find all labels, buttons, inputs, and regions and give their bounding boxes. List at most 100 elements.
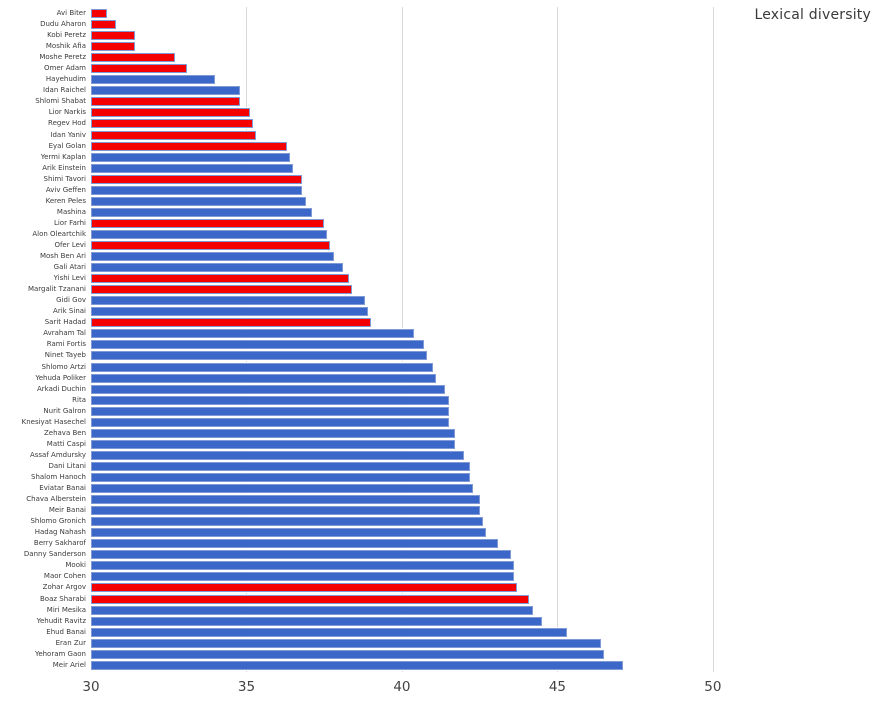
bar-track: [91, 85, 887, 96]
chart-row: Arik Einstein: [0, 163, 887, 174]
bar-track: [91, 317, 887, 328]
bar-track: [91, 494, 887, 505]
bar-lior-farhi: [91, 218, 325, 228]
bar-berry-sakharof: [91, 539, 499, 549]
bar-track: [91, 19, 887, 30]
chart-row: Eran Zur: [0, 638, 887, 649]
bar-track: [91, 472, 887, 483]
chart-row: Margalit Tzanani: [0, 284, 887, 295]
x-tick-40: 40: [393, 679, 411, 695]
chart-row: Shlomo Artzi: [0, 362, 887, 373]
y-axis-label-berry-sakharof: Berry Sakharof: [33, 539, 86, 548]
chart-row: Yermi Kaplan: [0, 152, 887, 163]
bar-yishi-levi: [91, 274, 350, 284]
chart-row: Aviv Geffen: [0, 185, 887, 196]
bar-track: [91, 527, 887, 538]
chart-row: Ninet Tayeb: [0, 350, 887, 361]
y-axis-label-eran-zur: Eran Zur: [55, 638, 86, 647]
bar-track: [91, 560, 887, 571]
chart-row: Eviatar Banai: [0, 483, 887, 494]
y-axis-label-lior-farhi: Lior Farhi: [53, 218, 86, 227]
bar-track: [91, 295, 887, 306]
bar-hadag-nahash: [91, 528, 486, 538]
y-axis-label-maor-cohen: Maor Cohen: [43, 572, 86, 581]
chart-row: Meir Banai: [0, 505, 887, 516]
bar-track: [91, 273, 887, 284]
bar-track: [91, 163, 887, 174]
chart-row: Nurit Galron: [0, 406, 887, 417]
bar-zohar-argov: [91, 583, 517, 593]
bar-track: [91, 8, 887, 19]
y-axis-label-mashina: Mashina: [56, 207, 86, 216]
chart-row: Hayehudim: [0, 74, 887, 85]
y-axis-label-rami-fortis: Rami Fortis: [46, 340, 86, 349]
bar-margalit-tzanani: [91, 285, 353, 295]
bar-track: [91, 362, 887, 373]
y-axis-label-arkadi-duchin: Arkadi Duchin: [37, 384, 86, 393]
chart-row: Avraham Tal: [0, 328, 887, 339]
bar-miri-mesika: [91, 605, 533, 615]
chart-row: Ofer Levi: [0, 240, 887, 251]
bar-hayehudim: [91, 75, 216, 85]
gridline-layer: [91, 7, 887, 672]
y-axis-label-keren-peles: Keren Peles: [45, 196, 86, 205]
bar-rita: [91, 395, 449, 405]
bar-track: [91, 384, 887, 395]
chart-row: Berry Sakharof: [0, 538, 887, 549]
bar-track: [91, 461, 887, 472]
chart-row: Zehava Ben: [0, 428, 887, 439]
y-axis-label-sarit-hadad: Sarit Hadad: [44, 318, 86, 327]
chart-row: Shimi Tavori: [0, 174, 887, 185]
bar-dudu-aharon: [91, 20, 116, 30]
bar-track: [91, 417, 887, 428]
chart-row: Omer Adam: [0, 63, 887, 74]
bar-track: [91, 660, 887, 671]
chart-row: Miri Mesika: [0, 605, 887, 616]
chart-row: Maor Cohen: [0, 571, 887, 582]
bar-rami-fortis: [91, 340, 424, 350]
chart-row: Danny Sanderson: [0, 549, 887, 560]
bar-track: [91, 96, 887, 107]
chart-rows: Avi Biter Dudu Aharon Kobi Peretz Moshik Af…: [0, 8, 887, 671]
bar-eviatar-banai: [91, 484, 474, 494]
bar-keren-peles: [91, 196, 306, 206]
y-axis-label-knesiyat-hasechel: Knesiyat Hasechel: [21, 417, 86, 426]
y-axis-label-moshe-peretz: Moshe Peretz: [39, 53, 86, 62]
y-axis-label-arik-einstein: Arik Einstein: [42, 163, 86, 172]
gridline-35: [246, 7, 248, 672]
y-axis-label-meir-ariel: Meir Ariel: [52, 660, 86, 669]
bar-track: [91, 63, 887, 74]
bar-track: [91, 262, 887, 273]
bar-eyal-golan: [91, 141, 287, 151]
y-axis-label-shlomi-shabat: Shlomi Shabat: [35, 97, 86, 106]
bar-regev-hod: [91, 119, 253, 129]
bar-idan-yaniv: [91, 130, 256, 140]
y-axis-label-rita: Rita: [72, 395, 86, 404]
bar-track: [91, 229, 887, 240]
bar-track: [91, 571, 887, 582]
y-axis-label-avi-biter: Avi Biter: [56, 9, 86, 18]
bar-track: [91, 185, 887, 196]
y-axis-label-lior-narkis: Lior Narkis: [48, 108, 86, 117]
bar-track: [91, 582, 887, 593]
bar-ehud-banai: [91, 627, 567, 637]
bar-track: [91, 649, 887, 660]
chart-row: Yehudit Ravitz: [0, 616, 887, 627]
bar-moshik-afia: [91, 42, 135, 52]
bar-track: [91, 516, 887, 527]
y-axis-label-alon-oleartchik: Alon Oleartchik: [32, 229, 86, 238]
bar-track: [91, 107, 887, 118]
bar-mosh-ben-ari: [91, 252, 334, 262]
y-axis-label-gidi-gov: Gidi Gov: [56, 296, 86, 305]
y-axis-label-assaf-amdursky: Assaf Amdursky: [29, 450, 86, 459]
y-axis-label-moshik-afia: Moshik Afia: [45, 42, 86, 51]
bar-track: [91, 538, 887, 549]
y-axis-label-regev-hod: Regev Hod: [48, 119, 86, 128]
y-axis-label-hayehudim: Hayehudim: [45, 75, 86, 84]
y-axis-label-idan-raichel: Idan Raichel: [43, 86, 86, 95]
x-tick-30: 30: [82, 679, 100, 695]
y-axis-label-ofer-levi: Ofer Levi: [54, 241, 86, 249]
y-axis-label-boaz-sharabi: Boaz Sharabi: [40, 594, 86, 603]
y-axis-label-yishi-levi: Yishi Levi: [53, 274, 86, 283]
